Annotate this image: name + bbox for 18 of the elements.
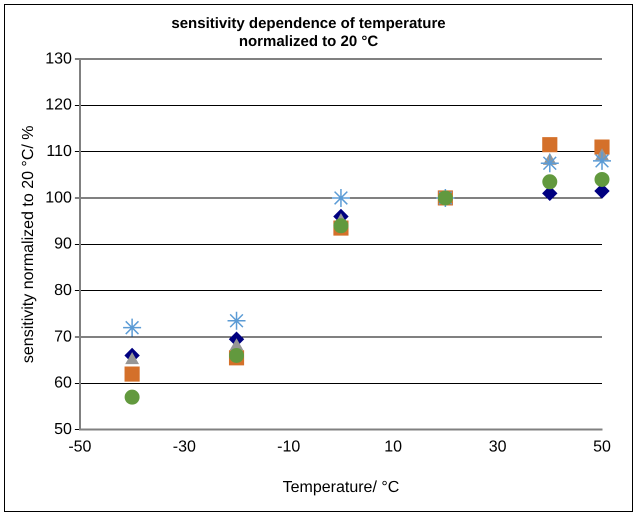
- y-tick-label: 130: [45, 50, 72, 68]
- y-tick-label: 90: [54, 236, 72, 253]
- y-tick-label: 60: [54, 374, 72, 392]
- y-tick-label: 110: [46, 143, 72, 160]
- y-tick-label: 120: [45, 96, 72, 114]
- x-tick-label: -50: [68, 438, 92, 456]
- x-tick-label: 10: [384, 438, 402, 456]
- x-tick-label: -10: [277, 438, 300, 456]
- y-tick-label: 50: [54, 421, 72, 438]
- x-tick-label: 30: [488, 438, 507, 456]
- y-tick-label: 80: [54, 282, 72, 300]
- y-tick-label: 100: [45, 189, 72, 206]
- x-tick-label: 50: [593, 438, 611, 456]
- chart-title: sensitivity dependence of temperature normalized to 20 °C: [171, 15, 446, 50]
- y-tick-label: 70: [54, 328, 72, 346]
- x-tick-label: -30: [172, 438, 196, 456]
- x-axis-title: Temperature/ °C: [282, 478, 400, 496]
- y-axis-title: sensitivity normalized to 20 °C/ %: [20, 125, 38, 364]
